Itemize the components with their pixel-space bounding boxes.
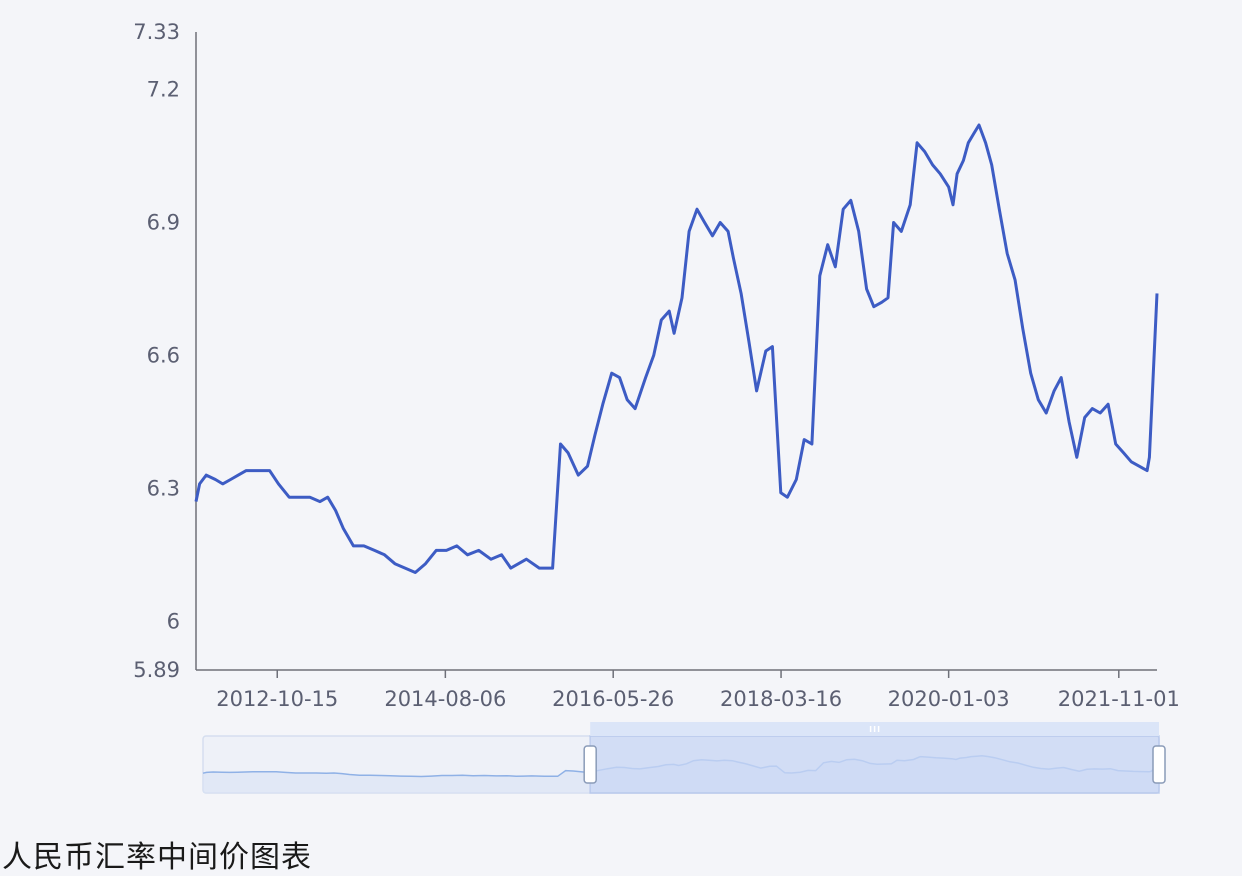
y-tick-label: 7.2 (147, 78, 180, 102)
y-tick-label: 7.33 (133, 20, 180, 44)
x-tick-label: 2016-05-26 (552, 687, 674, 711)
x-tick-label: 2020-01-03 (888, 687, 1010, 711)
x-tick-label: 2018-03-16 (720, 687, 842, 711)
zoom-handle-right[interactable] (1152, 745, 1166, 784)
y-tick-label: 6.6 (147, 343, 180, 367)
y-tick-label: 6.9 (147, 211, 180, 235)
x-tick-label: 2021-11-01 (1058, 687, 1180, 711)
x-tick-label: 2012-10-15 (216, 687, 338, 711)
line-chart: 5.89 6 6.3 6.6 6.9 7.2 7.33 2012-10-15 2014-08-… (133, 20, 1180, 794)
y-tick-label: 5.89 (133, 658, 180, 682)
chart-caption: 人民币汇率中间价图表 (2, 840, 312, 875)
exchange-rate-line (194, 123, 1159, 574)
zoom-window[interactable] (589, 735, 1160, 794)
x-axis-ticks: 2012-10-15 2014-08-06 2016-05-26 2018-03-16… (216, 670, 1180, 711)
y-axis-ticks: 5.89 6 6.3 6.6 6.9 7.2 7.33 (133, 20, 180, 682)
x-tick-label: 2014-08-06 (384, 687, 506, 711)
y-tick-label: 6.3 (147, 476, 180, 500)
zoom-handle-left[interactable] (583, 745, 597, 784)
y-tick-label: 6 (167, 609, 180, 633)
data-zoom-slider[interactable] (202, 722, 1166, 794)
